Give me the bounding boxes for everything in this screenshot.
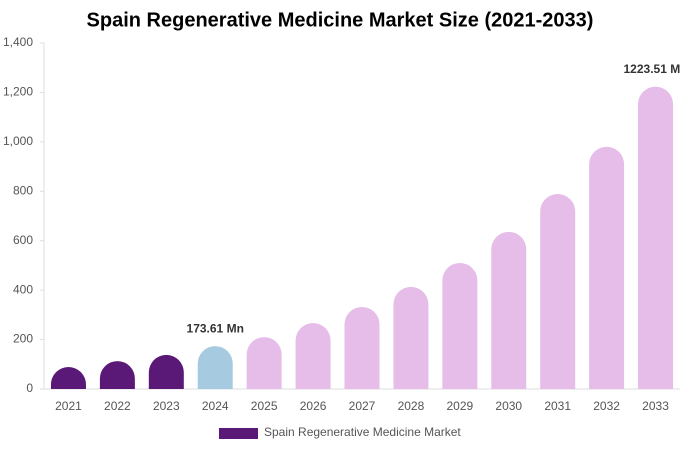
x-tick-label: 2033 [642, 399, 669, 413]
bar [99, 361, 135, 389]
x-tick-label: 2024 [202, 399, 229, 413]
bar [148, 354, 184, 389]
bar [491, 231, 527, 389]
x-tick-label: 2023 [153, 399, 180, 413]
y-tick-label: 0 [26, 381, 33, 395]
x-tick-label: 2026 [300, 399, 327, 413]
x-tick-label: 2031 [544, 399, 571, 413]
bar [393, 286, 429, 389]
y-tick-label: 1,000 [3, 134, 33, 148]
data-label: 173.61 Mn [187, 321, 244, 335]
x-tick-label: 2022 [104, 399, 131, 413]
bar [50, 367, 86, 389]
legend-swatch [219, 428, 258, 439]
y-tick-label: 600 [13, 233, 33, 247]
x-tick-label: 2030 [495, 399, 522, 413]
bar [246, 337, 282, 389]
bar [197, 346, 233, 389]
bar [295, 323, 331, 389]
y-tick-label: 200 [13, 332, 33, 346]
bar [540, 194, 576, 389]
x-tick-label: 2029 [446, 399, 473, 413]
y-tick-label: 400 [13, 282, 33, 296]
legend-label: Spain Regenerative Medicine Market [264, 425, 461, 439]
bar [344, 306, 380, 389]
y-tick-label: 800 [13, 183, 33, 197]
data-label: 1223.51 Mn [624, 62, 680, 76]
x-tick-label: 2025 [251, 399, 278, 413]
bar [589, 146, 625, 389]
x-tick-label: 2028 [398, 399, 425, 413]
y-tick-label: 1,400 [3, 35, 33, 49]
x-tick-label: 2027 [349, 399, 376, 413]
y-tick-label: 1,200 [3, 85, 33, 99]
x-tick-label: 2021 [55, 399, 82, 413]
bar [442, 262, 478, 389]
x-tick-label: 2032 [593, 399, 620, 413]
bar [638, 86, 674, 390]
chart-title: Spain Regenerative Medicine Market Size … [87, 9, 594, 31]
